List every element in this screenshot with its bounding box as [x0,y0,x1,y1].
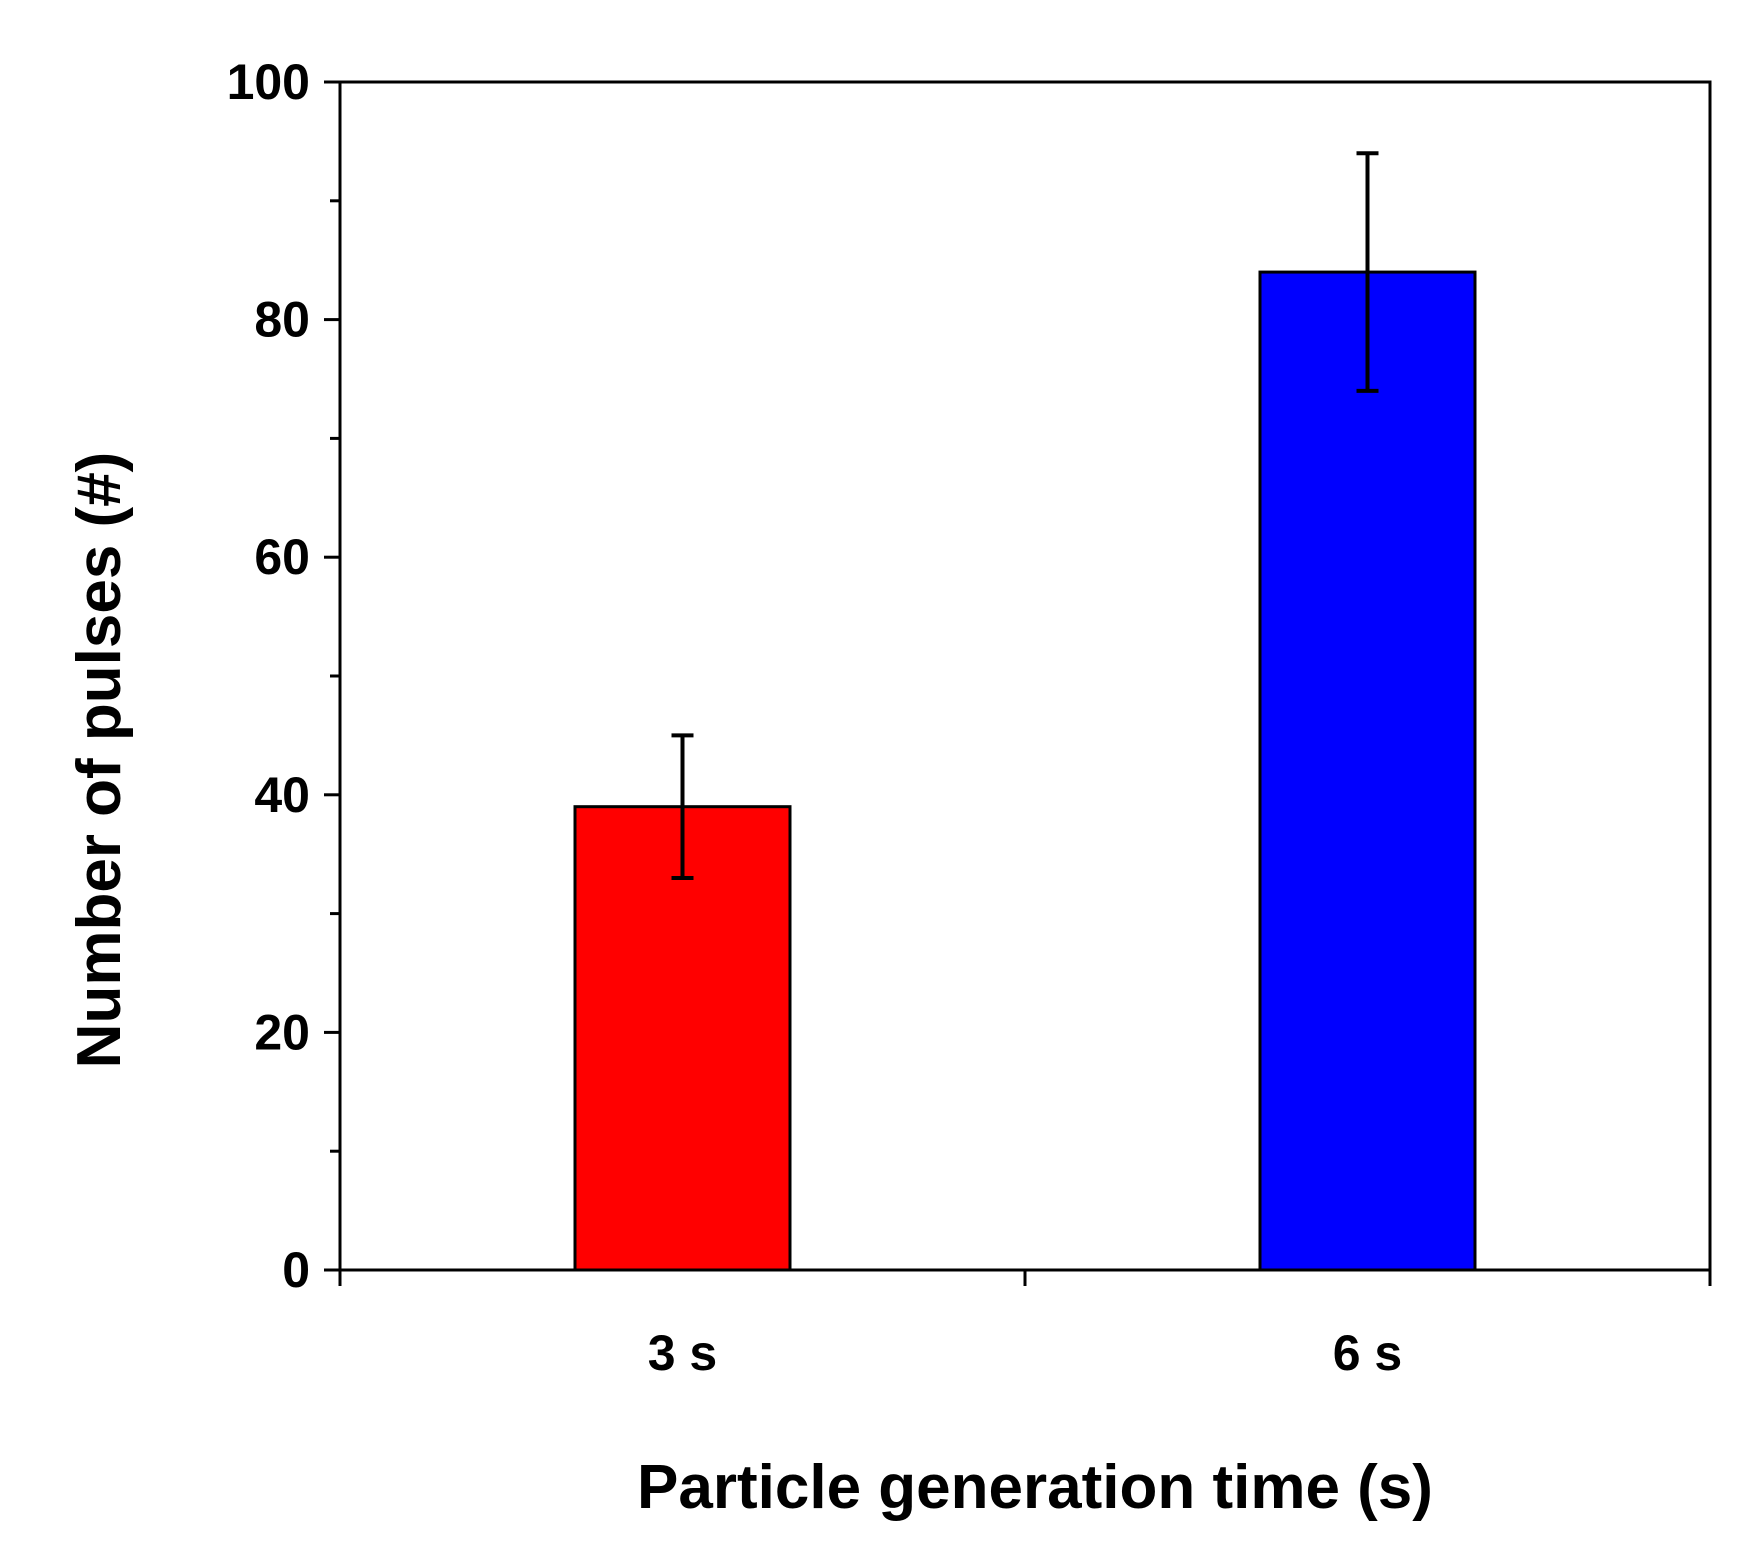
x-axis-title: Particle generation time (s) [637,1453,1433,1522]
y-tick-label: 100 [227,54,310,110]
error-bar-1 [671,733,694,880]
y-tick-label: 40 [254,767,310,823]
y-axis-title: Number of pulses (#) [65,452,134,1069]
bar-2 [1258,270,1477,1272]
plot-frame [338,80,1712,1272]
bar-1 [573,805,792,1272]
y-tick-label: 0 [282,1242,310,1298]
x-axis-ticks: 3 s 6 s [338,1270,1712,1381]
bars-group [573,270,1477,1272]
y-tick-label: 60 [254,529,310,585]
error-bars-group [671,151,1379,880]
x-tick-label: 3 s [648,1325,718,1381]
x-tick-label: 6 s [1333,1325,1403,1381]
y-axis-ticks: 0 20 40 60 80 100 [227,54,340,1298]
y-tick-label: 20 [254,1004,310,1060]
error-bar-2 [1356,151,1379,393]
y-tick-label: 80 [254,292,310,348]
